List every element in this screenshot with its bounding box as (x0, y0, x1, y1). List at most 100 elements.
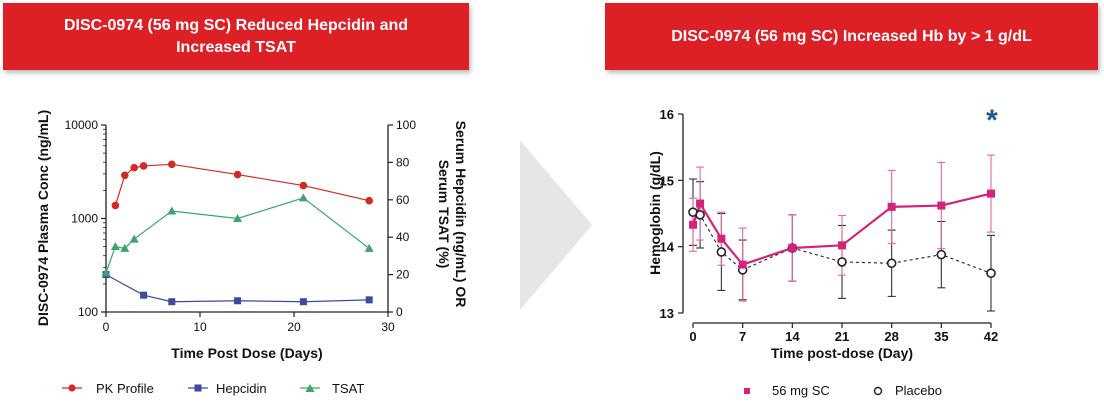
point-56-mg-sc (696, 199, 705, 208)
point-pk-profile (130, 163, 138, 172)
legend-hepcidin-label: Hepcidin (216, 381, 267, 396)
point-pk-profile (299, 181, 308, 190)
y-left-tick-label: 100 (78, 305, 98, 319)
point-hepcidin (140, 291, 148, 299)
right-chart-ylabel: Hemoglobin (g/dL) (647, 151, 663, 275)
hb-x-tick-label: 7 (739, 329, 746, 344)
y-right-tick-label: 40 (396, 230, 410, 244)
point-56-mg-sc (738, 260, 747, 269)
point-56-mg-sc (987, 189, 995, 198)
point-placebo (986, 268, 996, 279)
y-left-tick-label: 1000 (71, 212, 98, 226)
point-56-mg-sc (788, 243, 797, 252)
left-title-banner: DISC-0974 (56 mg SC) Reduced Hepcidin an… (3, 3, 469, 70)
x-tick-label: 0 (103, 320, 110, 334)
series-line-tsat (105, 197, 370, 273)
right-chart-lines (689, 154, 995, 312)
left-chart-ylabel-right-line1: Serum Hepcidin (ng/mL) OR (453, 121, 469, 308)
point-placebo (787, 243, 798, 253)
x-tick-label: 10 (193, 320, 207, 334)
hb-y-tick-label: 14 (660, 240, 675, 255)
point-56-mg-sc (717, 234, 726, 243)
significance-asterisk: * (986, 104, 998, 137)
point-placebo (936, 249, 947, 260)
left-title-line2: Increased TSAT (176, 38, 296, 56)
point-tsat (167, 206, 177, 215)
left-chart-ylabel-left: DISC-0974 Plasma Conc (ng/mL) (35, 110, 51, 326)
right-chart-axes: 13 14 15 16 0 7 14 21 28 35 42 (660, 107, 999, 344)
left-chart-marks (101, 160, 374, 306)
point-pk-profile (168, 160, 176, 169)
chevron-right-arrow-icon (520, 140, 592, 310)
y-right-tick-label: 0 (396, 305, 403, 319)
legend-hepcidin-marker (194, 384, 202, 392)
series-line-hepcidin (105, 274, 370, 303)
legend-placebo-marker (873, 386, 883, 396)
legend-placebo-label: Placebo (895, 383, 942, 398)
hb-y-tick-label: 13 (660, 306, 674, 321)
left-chart-ylabel-right-line2: Serum TSAT (%) (436, 160, 452, 269)
point-pk-profile (121, 171, 129, 180)
series-line-56-mg-sc (691, 192, 992, 266)
point-placebo (737, 265, 748, 275)
left-chart-legend: PK Profile Hepcidin TSAT (62, 381, 364, 396)
point-56-mg-sc (937, 201, 946, 210)
left-chart-xlabel: Time Post Dose (Days) (171, 345, 322, 361)
y-right-tick-label: 60 (396, 193, 410, 207)
hb-y-tick-label: 16 (660, 107, 674, 122)
hb-y-tick-label: 15 (660, 173, 674, 188)
right-chart-xlabel: Time post-dose (Day) (771, 345, 913, 361)
right-chart-legend: 56 mg SC Placebo (744, 383, 942, 398)
point-tsat (298, 193, 308, 202)
point-pk-profile (233, 170, 242, 179)
hb-x-tick-label: 0 (689, 329, 696, 344)
legend-tsat-marker (305, 384, 315, 392)
hb-x-tick-label: 21 (835, 329, 849, 344)
point-placebo (716, 247, 727, 257)
point-56-mg-sc (887, 202, 896, 211)
left-title-line1: DISC-0974 (56 mg SC) Reduced Hepcidin an… (63, 16, 409, 34)
legend-56mg-label: 56 mg SC (772, 383, 830, 398)
point-hepcidin (234, 297, 242, 305)
y-left-tick-label: 10000 (65, 118, 99, 132)
point-placebo (695, 210, 705, 220)
legend-pk-marker (68, 384, 76, 392)
point-tsat (364, 243, 374, 252)
point-tsat (101, 268, 111, 277)
legend-tsat-label: TSAT (332, 381, 364, 396)
left-chart-lines (105, 163, 370, 303)
point-56-mg-sc (838, 241, 846, 250)
y-right-tick-label: 20 (396, 268, 410, 282)
point-tsat (110, 242, 120, 251)
point-hepcidin (365, 296, 373, 304)
point-placebo (837, 257, 847, 267)
legend-56mg-marker (744, 388, 750, 394)
hb-x-tick-label: 14 (785, 329, 800, 344)
point-pk-profile (365, 196, 374, 205)
right-title-banner: DISC-0974 (56 mg SC) Increased Hb by > 1… (605, 3, 1098, 70)
point-56-mg-sc (689, 220, 697, 229)
x-tick-label: 30 (381, 320, 395, 334)
hb-x-tick-label: 35 (934, 329, 948, 344)
legend-pk-label: PK Profile (96, 381, 154, 396)
point-hepcidin (168, 298, 176, 306)
point-tsat (129, 234, 139, 243)
point-pk-profile (139, 162, 148, 170)
hb-x-tick-label: 42 (984, 329, 998, 344)
point-placebo (886, 258, 897, 269)
right-chart-marks (688, 189, 996, 279)
point-tsat (233, 214, 243, 222)
series-line-pk-profile (114, 163, 370, 206)
y-right-tick-label: 100 (396, 118, 416, 132)
point-pk-profile (111, 201, 120, 210)
y-right-tick-label: 80 (396, 155, 410, 169)
right-title: DISC-0974 (56 mg SC) Increased Hb by > 1… (671, 27, 1032, 45)
hb-x-tick-label: 28 (884, 329, 898, 344)
point-placebo (688, 207, 698, 217)
x-tick-label: 20 (287, 320, 301, 334)
series-line-placebo (692, 211, 992, 274)
point-tsat (120, 243, 130, 252)
point-hepcidin (299, 298, 307, 306)
